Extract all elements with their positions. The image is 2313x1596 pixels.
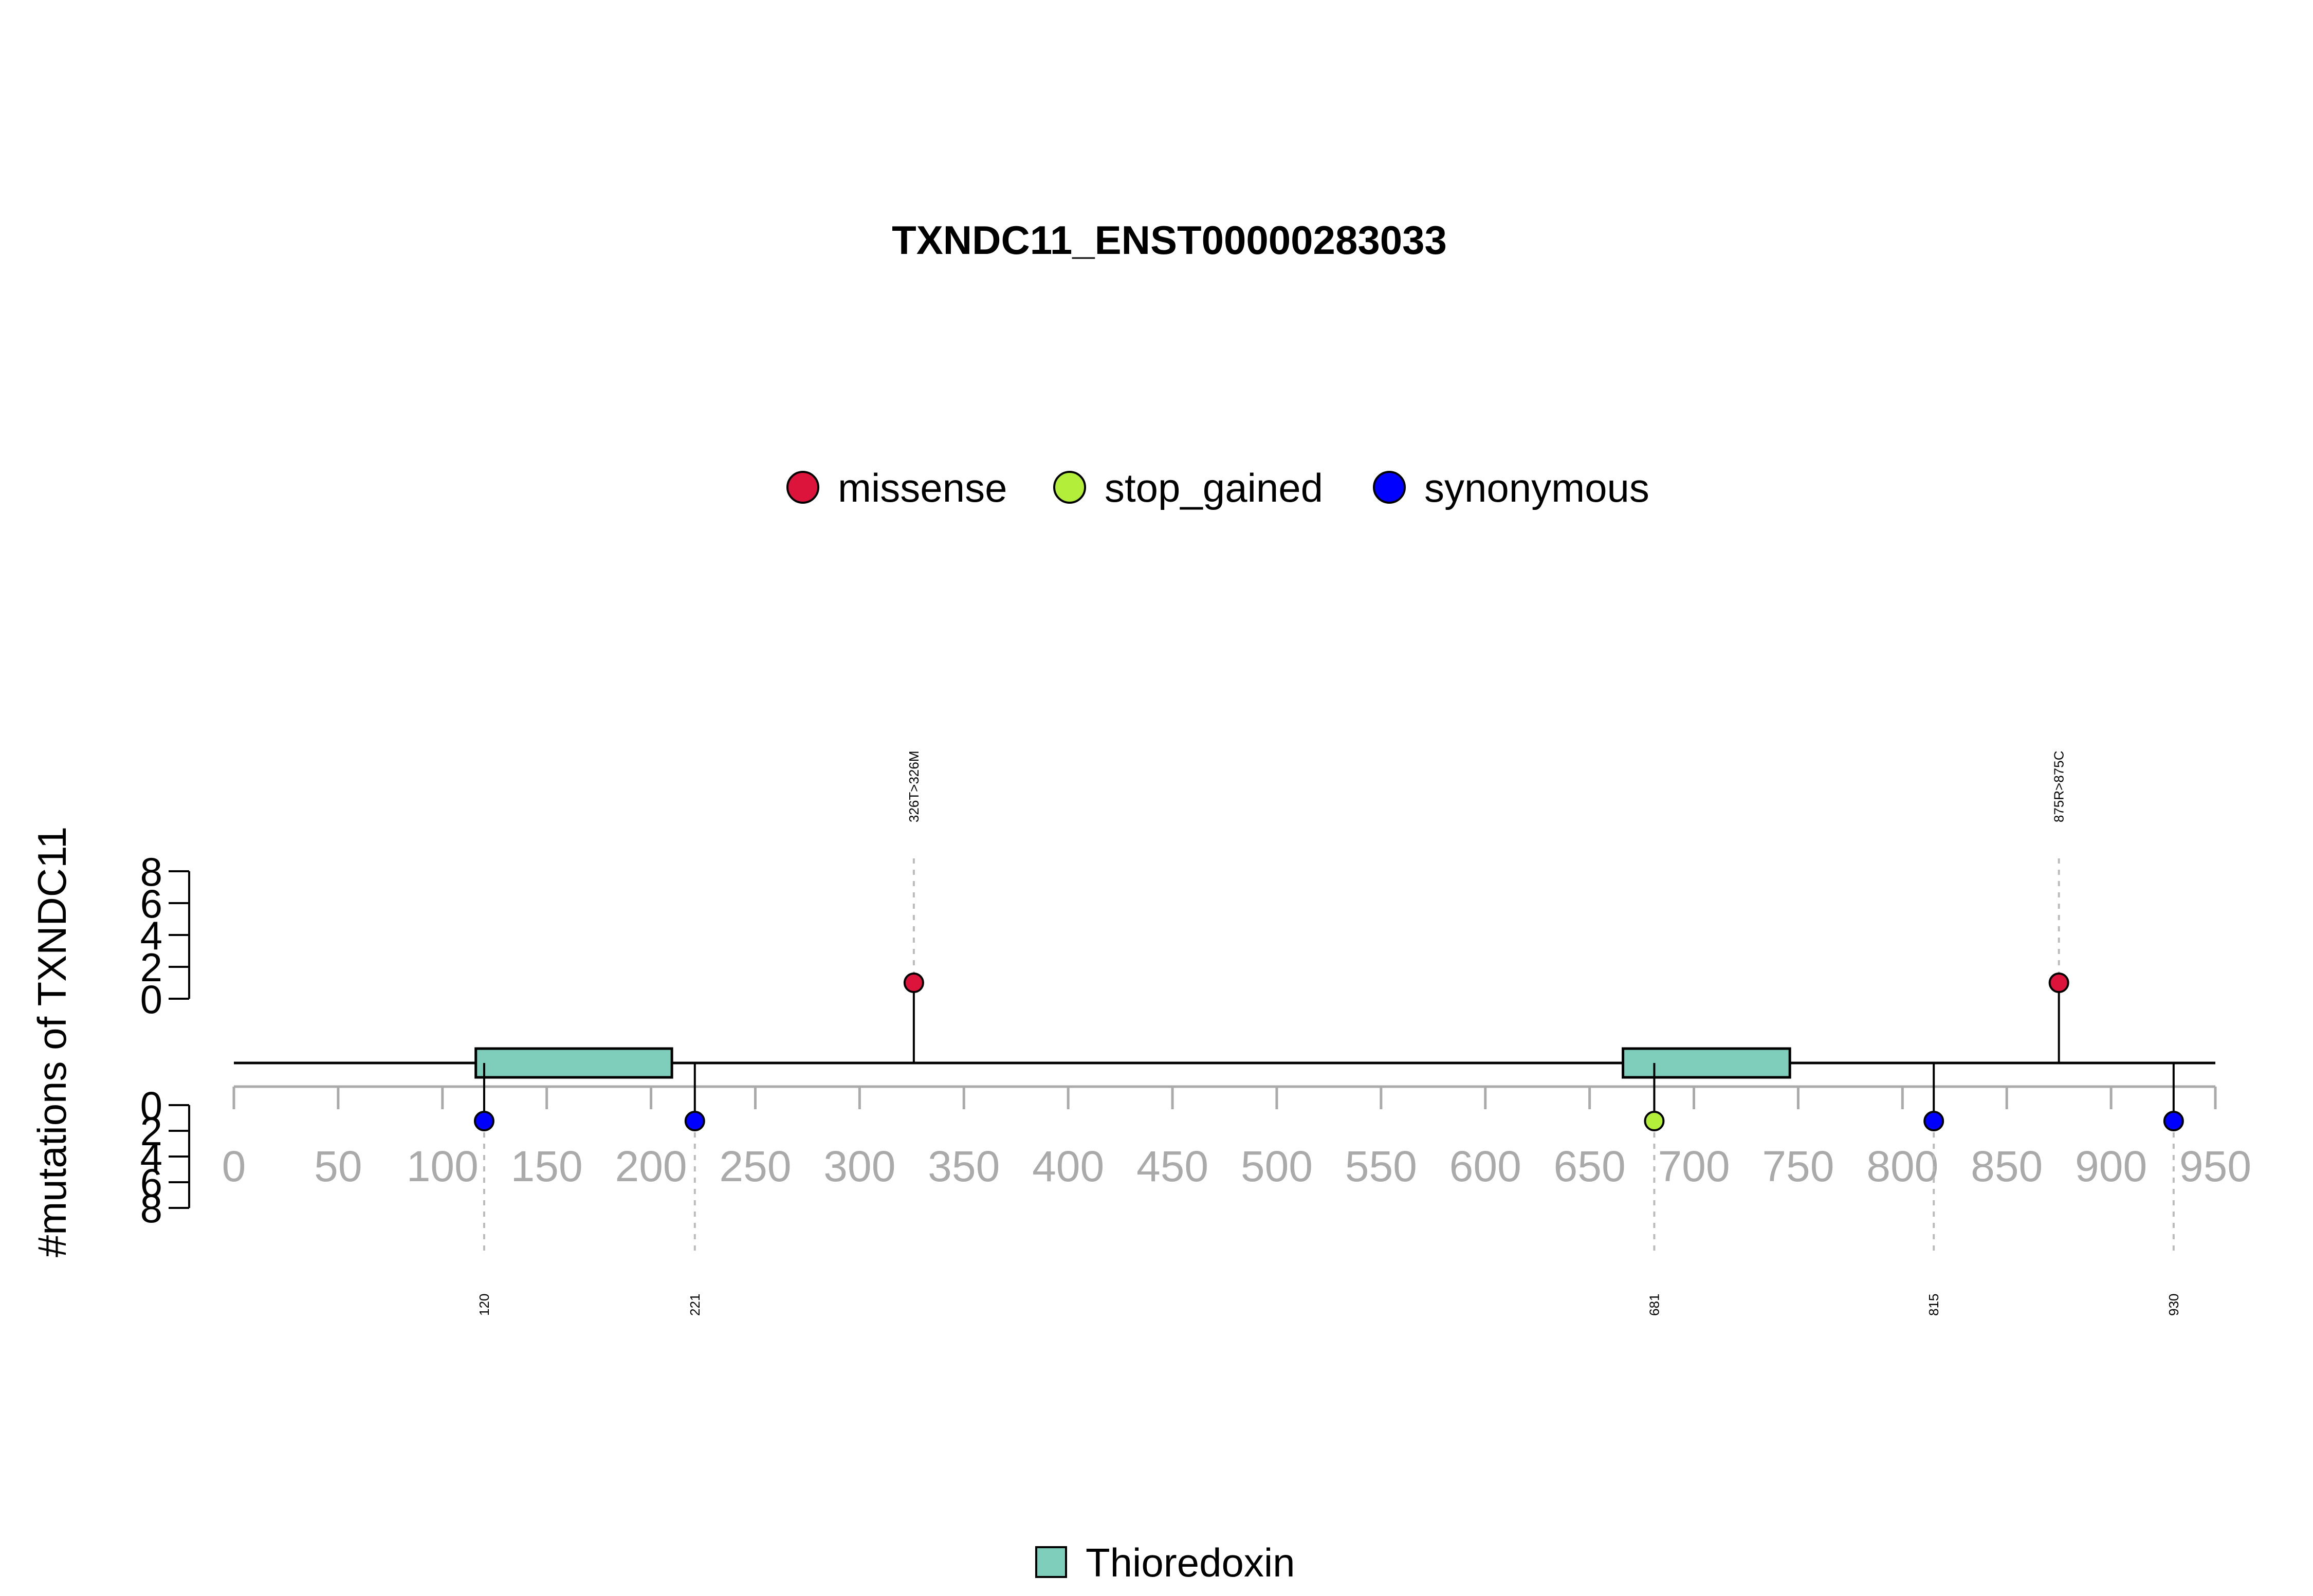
legend-label-synonymous: synonymous: [1424, 465, 1649, 510]
x-tick-label-650: 650: [1554, 1142, 1626, 1190]
domain-legend-label: Thioredoxin: [1086, 1540, 1295, 1585]
x-tick-label-500: 500: [1241, 1142, 1313, 1190]
top-y-tick-label-4: 4: [140, 913, 162, 958]
protein-backbone: [234, 1047, 2215, 1079]
x-tick-label-100: 100: [407, 1142, 479, 1190]
top-y-tick-label-6: 6: [140, 881, 162, 926]
bottom-marker-930: [2163, 1111, 2184, 1131]
top-y-tick-label-0: 0: [140, 977, 162, 1022]
domain-legend-swatch: [1035, 1546, 1067, 1578]
legend: missense stop_gained synonymous: [786, 465, 1649, 510]
x-tick-label-450: 450: [1136, 1142, 1208, 1190]
x-tick-label-750: 750: [1762, 1142, 1834, 1190]
legend-label-missense: missense: [838, 465, 1007, 510]
bottom-y-tick-label-6: 6: [140, 1160, 162, 1205]
chart-title: TXNDC11_ENST00000283033: [892, 217, 1447, 263]
top-label-875: 875R>875C: [2051, 751, 2067, 823]
bottom-marker-681: [1644, 1111, 1665, 1131]
bottom-label-221: 221: [687, 1294, 703, 1316]
domain-legend: Thioredoxin: [1035, 1540, 1295, 1585]
bottom-y-tick-label-2: 2: [140, 1109, 162, 1154]
legend-label-stop_gained: stop_gained: [1105, 465, 1323, 510]
top-marker-326: [903, 973, 924, 993]
x-tick-label-150: 150: [511, 1142, 583, 1190]
bottom-label-815: 815: [1926, 1294, 1941, 1316]
mutations: 326T>326M 875R>875C 120 221 681 815 930: [473, 751, 2184, 1316]
bottom-y-tick-label-0: 0: [140, 1083, 162, 1128]
legend-marker-missense: [786, 471, 819, 504]
bottom-label-120: 120: [476, 1294, 492, 1316]
x-tick-label-350: 350: [928, 1142, 1000, 1190]
x-tick-label-50: 50: [314, 1142, 362, 1190]
x-tick-label-700: 700: [1658, 1142, 1730, 1190]
x-tick-label-800: 800: [1866, 1142, 1938, 1190]
bottom-y-tick-label-4: 4: [140, 1134, 162, 1180]
x-tick-label-850: 850: [1971, 1142, 2043, 1190]
x-axis: 0 50 100 150 200 250 300 350 400 450 500 550 600 650 7…: [222, 1085, 2251, 1190]
bottom-marker-815: [1923, 1111, 1944, 1131]
top-y-tick-label-2: 2: [140, 945, 162, 990]
x-tick-label-950: 950: [2179, 1142, 2251, 1190]
bottom-label-681: 681: [1646, 1294, 1662, 1316]
x-tick-label-600: 600: [1449, 1142, 1521, 1190]
top-marker-875: [2048, 973, 2069, 993]
bottom-marker-221: [684, 1111, 705, 1131]
bottom-y-tick-label-8: 8: [140, 1186, 162, 1231]
x-tick-label-300: 300: [823, 1142, 895, 1190]
y-axis-label: #mutations of TXNDC11: [29, 827, 75, 1257]
top-y-tick-label-8: 8: [140, 849, 162, 894]
x-tick-label-400: 400: [1032, 1142, 1104, 1190]
legend-marker-stop_gained: [1053, 471, 1086, 504]
domain-thioredoxin-2: [1622, 1047, 1791, 1079]
legend-marker-synonymous: [1373, 471, 1406, 504]
x-tick-label-550: 550: [1345, 1142, 1417, 1190]
x-tick-label-900: 900: [2075, 1142, 2147, 1190]
bottom-marker-120: [473, 1111, 494, 1131]
top-label-326: 326T>326M: [906, 751, 922, 822]
domain-thioredoxin-1: [474, 1047, 673, 1079]
x-tick-label-0: 0: [222, 1142, 246, 1190]
x-tick-label-250: 250: [719, 1142, 791, 1190]
bottom-label-930: 930: [2166, 1294, 2181, 1316]
x-tick-label-200: 200: [615, 1142, 687, 1190]
